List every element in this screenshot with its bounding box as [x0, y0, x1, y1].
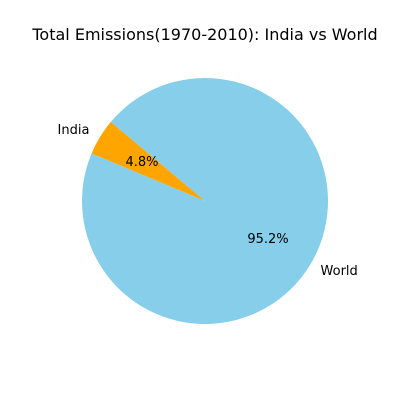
pie-slices — [81, 77, 328, 324]
slice-label-world: World — [321, 264, 358, 279]
pie-labels: India 4.8% World 95.2% — [58, 123, 358, 279]
chart-title: Total Emissions(1970-2010): India vs Wor… — [31, 25, 377, 44]
pie-slice-world — [81, 77, 328, 324]
percent-label-india: 4.8% — [125, 155, 158, 170]
pie-slice-india — [91, 121, 205, 201]
percent-label-world: 95.2% — [247, 232, 288, 247]
slice-label-india: India — [58, 123, 90, 138]
